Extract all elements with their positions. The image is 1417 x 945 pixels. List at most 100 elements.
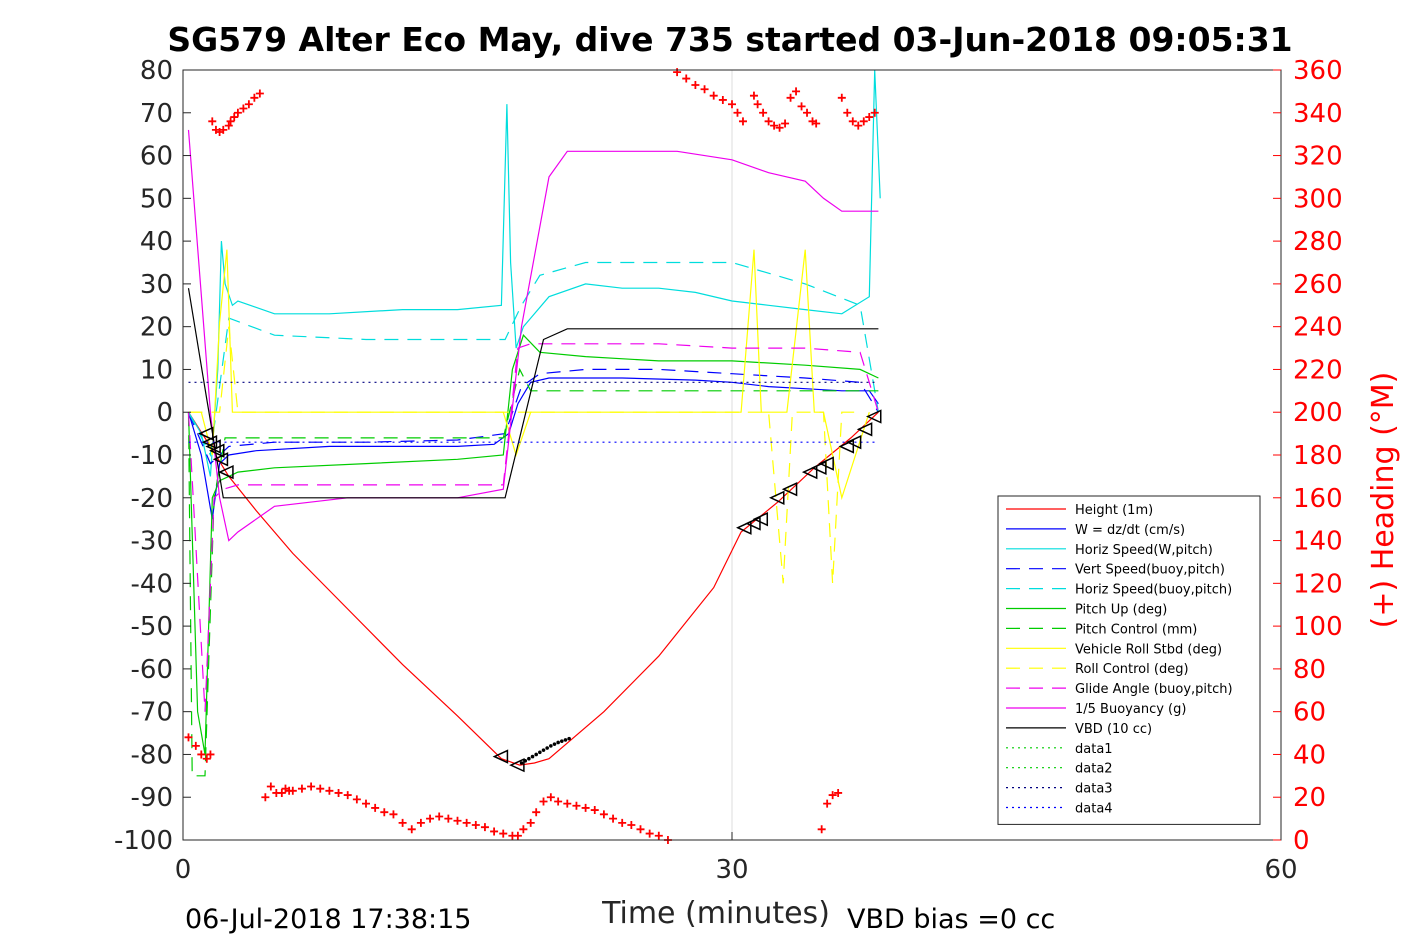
marker-layer (184, 68, 882, 844)
heading-point (733, 108, 742, 117)
heading-point (837, 93, 846, 102)
dot-point (556, 740, 560, 745)
y-tick-label: 30 (140, 270, 173, 300)
heading-point (870, 108, 879, 117)
heading-point (230, 113, 239, 122)
heading-point (316, 784, 325, 793)
heading-point (380, 808, 389, 817)
heading-point (797, 102, 806, 111)
legend-label: Vehicle Roll Stbd (deg) (1075, 642, 1222, 657)
x-tick-label: 60 (1264, 855, 1297, 885)
heading-point (738, 117, 747, 126)
heading-point (398, 818, 407, 827)
heading-point (786, 93, 795, 102)
heading-point (219, 125, 228, 134)
heading-point (490, 827, 499, 836)
heading-point (202, 754, 211, 763)
legend-label: data1 (1075, 742, 1113, 757)
y2-axis-label: (+) Heading (°M) (1366, 372, 1401, 629)
y2-tick-label: 220 (1293, 355, 1343, 385)
heading-point (362, 799, 370, 808)
heading-point (389, 810, 398, 819)
y-tick-label: -100 (114, 826, 173, 856)
heading-point (764, 117, 773, 126)
triangle-point (801, 464, 818, 480)
heading-point (609, 814, 618, 823)
dot-point (560, 739, 564, 743)
heading-point (834, 788, 843, 797)
series-8-line (188, 326, 861, 584)
triangle-point (212, 452, 229, 467)
heading-point (266, 782, 275, 791)
heading-point (277, 788, 286, 797)
heading-point (325, 786, 334, 795)
heading-point (471, 821, 480, 830)
heading-point (513, 831, 522, 840)
y-tick-label: 40 (140, 227, 173, 257)
heading-point (499, 829, 508, 838)
heading-point (297, 784, 306, 793)
triangle-point (811, 460, 827, 476)
heading-point (261, 793, 270, 802)
x-axis-label: Time (minutes) (601, 896, 830, 931)
heading-point (208, 117, 217, 126)
y2-tick-label: 0 (1293, 826, 1310, 856)
series-1-line (187, 377, 879, 520)
y-tick-label: 20 (140, 313, 173, 343)
y-tick-label: 0 (156, 398, 173, 428)
heading-point (859, 117, 868, 126)
triangle-point (781, 482, 798, 497)
triangle-point (492, 749, 509, 764)
y2-tick-label: 300 (1293, 184, 1343, 214)
y2-tick-label: 160 (1293, 484, 1343, 514)
triangle-point (509, 757, 525, 773)
dot-point (545, 746, 549, 750)
triangle-point (856, 422, 873, 437)
heading-point (627, 821, 636, 830)
heading-point (532, 808, 541, 817)
heading-point (753, 100, 762, 109)
legend-label: Roll Control (deg) (1075, 662, 1189, 677)
heading-point (775, 123, 784, 132)
series-3-line (187, 368, 879, 465)
heading-point (480, 823, 489, 832)
y-tick-label: -90 (131, 783, 173, 813)
legend-label: W = dz/dt (cm/s) (1075, 523, 1185, 538)
series-layer (187, 69, 881, 777)
legend-label: VBD (10 cc) (1075, 722, 1152, 737)
heading-point (654, 831, 663, 840)
triangle-point (752, 511, 769, 527)
heading-point (728, 100, 736, 109)
legend-label: Height (1m) (1075, 503, 1153, 518)
y-tick-label: -50 (131, 612, 173, 642)
legend-label: 1/5 Buoyancy (g) (1075, 702, 1186, 717)
heading-point (197, 750, 206, 759)
heading-point (812, 119, 821, 128)
y2-tick-label: 280 (1293, 227, 1343, 257)
heading-point (444, 814, 453, 823)
y2-tick-label: 260 (1293, 270, 1343, 300)
heading-point (453, 816, 462, 825)
series-6-line (187, 367, 879, 777)
heading-point (426, 814, 435, 823)
legend-label: Glide Angle (buoy,pitch) (1075, 682, 1233, 697)
heading-point (673, 68, 682, 77)
heading-point (718, 95, 727, 104)
x-tick-label: 0 (175, 855, 192, 885)
heading-point (709, 91, 718, 100)
y-tick-label: 50 (140, 184, 173, 214)
y-tick-label: -80 (131, 740, 173, 770)
heading-point (462, 818, 471, 827)
y-tick-label: 70 (140, 99, 173, 129)
triangle-point (768, 490, 785, 505)
heading-point (803, 108, 812, 117)
heading-point (645, 829, 654, 838)
heading-point (828, 791, 837, 800)
heading-point (407, 825, 416, 834)
legend: Height (1m) W = dz/dt (cm/s) Horiz Speed(W… (997, 495, 1261, 825)
series-11-line (187, 288, 879, 499)
triangle-point (736, 520, 752, 535)
heading-point (700, 85, 709, 94)
y-tick-label: -60 (131, 655, 173, 685)
